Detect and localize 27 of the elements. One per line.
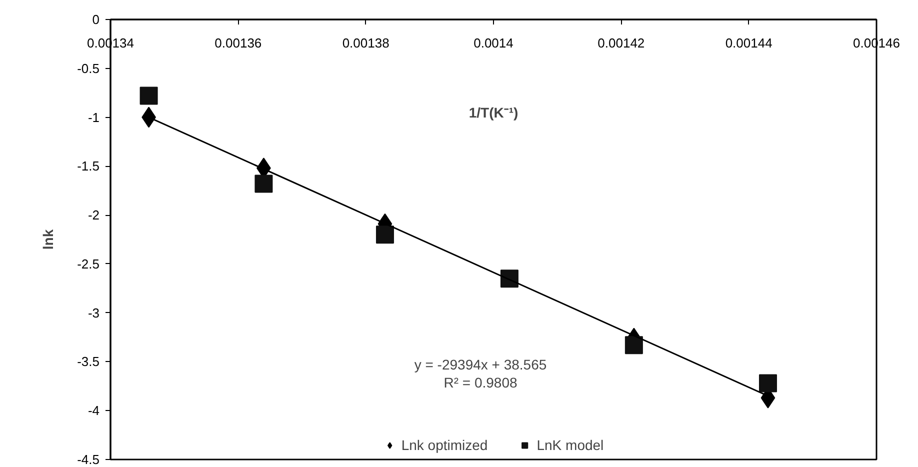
y-tick-label: -4 [88,403,100,418]
annotation: y = -29394x + 38.565 [414,356,547,372]
legend-label: Lnk optimized [401,437,488,453]
y-tick-label: -1 [88,110,100,125]
point [500,270,518,288]
x-axis-title: 1/T(K⁻¹) [468,104,518,120]
x-tick-label: 0.00138 [342,36,390,50]
annotation: R² = 0.9808 [444,374,518,390]
y-tick-label: -0.5 [77,60,100,76]
y-axis-title: lnk [40,229,56,250]
y-tick-label: -3.5 [77,354,100,370]
x-tick-label: 0.00136 [214,36,262,50]
legend-label: LnK model [536,437,604,453]
y-tick-label: -4.5 [77,452,100,467]
y-tick-label: 0 [92,12,100,27]
y-tick-label: -1.5 [77,158,100,174]
point [376,226,394,244]
x-tick-label: 0.00142 [598,36,645,50]
point [254,174,273,193]
x-tick-label: 0.0014 [474,36,514,50]
y-tick-label: -2.5 [77,256,100,272]
point [140,86,158,105]
point [624,336,643,354]
x-tick-label: 0.00144 [725,36,772,50]
y-tick-label: -2 [88,208,100,223]
y-tick-label: -3 [88,305,100,320]
point [758,374,777,392]
